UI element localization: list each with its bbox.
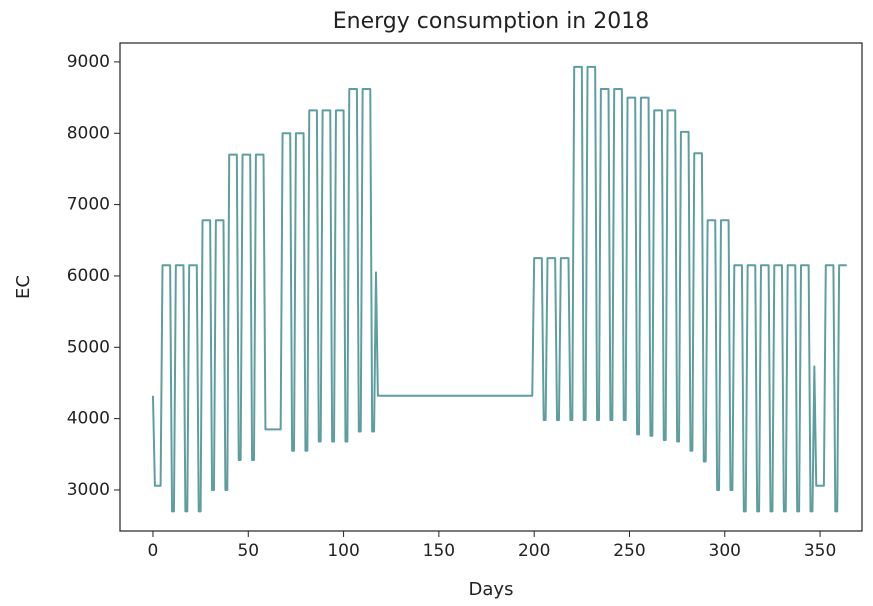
x-tick-label: 250 [613,541,645,561]
y-tick-label: 9000 [67,52,110,72]
x-axis-label: Days [469,579,514,600]
y-tick-label: 7000 [67,195,110,215]
data-line [151,65,847,513]
y-tick-label: 3000 [67,480,110,500]
x-tick-label: 0 [148,541,159,561]
x-tick-label: 50 [237,541,259,561]
y-tick-label: 6000 [67,266,110,286]
y-axis-label: EC [13,275,34,299]
y-tick-label: 4000 [67,409,110,429]
x-tick-label: 300 [709,541,741,561]
y-tick-label: 8000 [67,123,110,143]
x-tick-label: 200 [518,541,550,561]
plot-frame [119,42,863,532]
x-tick-label: 350 [804,541,836,561]
y-tick-label: 5000 [67,337,110,357]
x-tick-label: 150 [423,541,455,561]
x-tick-label: 100 [327,541,359,561]
chart-title: Energy consumption in 2018 [333,9,650,34]
